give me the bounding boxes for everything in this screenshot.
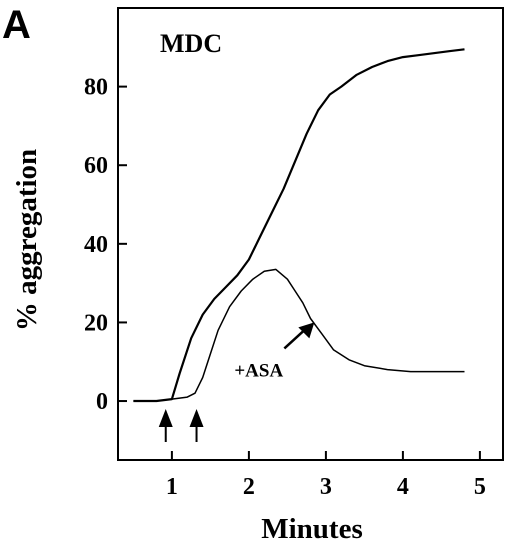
data-series bbox=[133, 48, 465, 403]
y-tick-label: 40 bbox=[84, 232, 108, 258]
x-tick-label: 4 bbox=[397, 474, 409, 500]
y-tick-label: 20 bbox=[84, 310, 108, 336]
annotation-label: +ASA bbox=[234, 360, 283, 381]
series-line-2 bbox=[133, 268, 465, 402]
x-tick-label: 2 bbox=[243, 474, 255, 500]
annotations: +ASA bbox=[158, 322, 315, 442]
x-tick-label: 3 bbox=[320, 474, 332, 500]
diagonal-arrow-icon bbox=[298, 322, 315, 339]
y-tick-label: 80 bbox=[84, 75, 108, 101]
up-arrow-icon bbox=[158, 409, 173, 428]
plot-frame bbox=[117, 7, 504, 461]
up-arrow-icon bbox=[189, 409, 204, 428]
y-axis-title: % aggregation bbox=[11, 149, 43, 331]
axis-ticks: 0 20 40 60 80 1 2 3 4 5 bbox=[84, 75, 486, 500]
y-tick-label: 0 bbox=[96, 389, 108, 415]
x-tick-label: 1 bbox=[166, 474, 178, 500]
series-line-1 bbox=[133, 48, 465, 403]
panel-label: A bbox=[2, 3, 31, 47]
chart-title: MDC bbox=[160, 29, 222, 58]
x-axis-title: Minutes bbox=[261, 513, 363, 545]
x-tick-label: 5 bbox=[474, 474, 486, 500]
y-tick-label: 60 bbox=[84, 153, 108, 179]
